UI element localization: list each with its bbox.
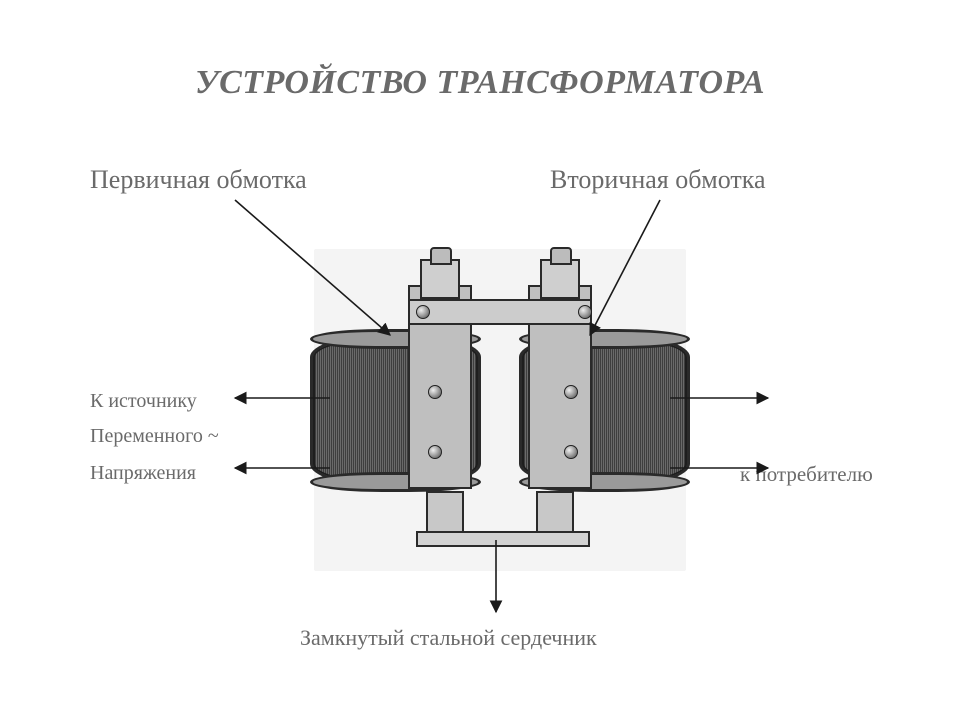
rivet	[428, 445, 442, 459]
slide: УСТРОЙСТВО ТРАНСФОРМАТОРА Первичная обмо…	[0, 0, 960, 720]
rivet	[416, 305, 430, 319]
terminal-right	[540, 259, 580, 299]
foot-right	[536, 491, 574, 535]
rivet	[578, 305, 592, 319]
rivet	[428, 385, 442, 399]
label-primary-winding: Первичная обмотка	[90, 165, 307, 195]
rivet	[564, 445, 578, 459]
label-consumer: к потребителю	[740, 462, 873, 487]
base-plate	[416, 531, 590, 547]
label-source-line3: Напряжения	[90, 462, 196, 485]
label-source-line2: Переменного ~	[90, 425, 219, 448]
rivet	[564, 385, 578, 399]
label-core: Замкнутый стальной сердечник	[300, 625, 597, 651]
slide-title: УСТРОЙСТВО ТРАНСФОРМАТОРА	[0, 64, 960, 102]
core-crossbar	[408, 299, 592, 325]
terminal-left	[420, 259, 460, 299]
label-source-line1: К источнику	[90, 390, 197, 413]
foot-left	[426, 491, 464, 535]
label-secondary-winding: Вторичная обмотка	[550, 165, 766, 195]
transformer-illustration	[320, 255, 680, 565]
